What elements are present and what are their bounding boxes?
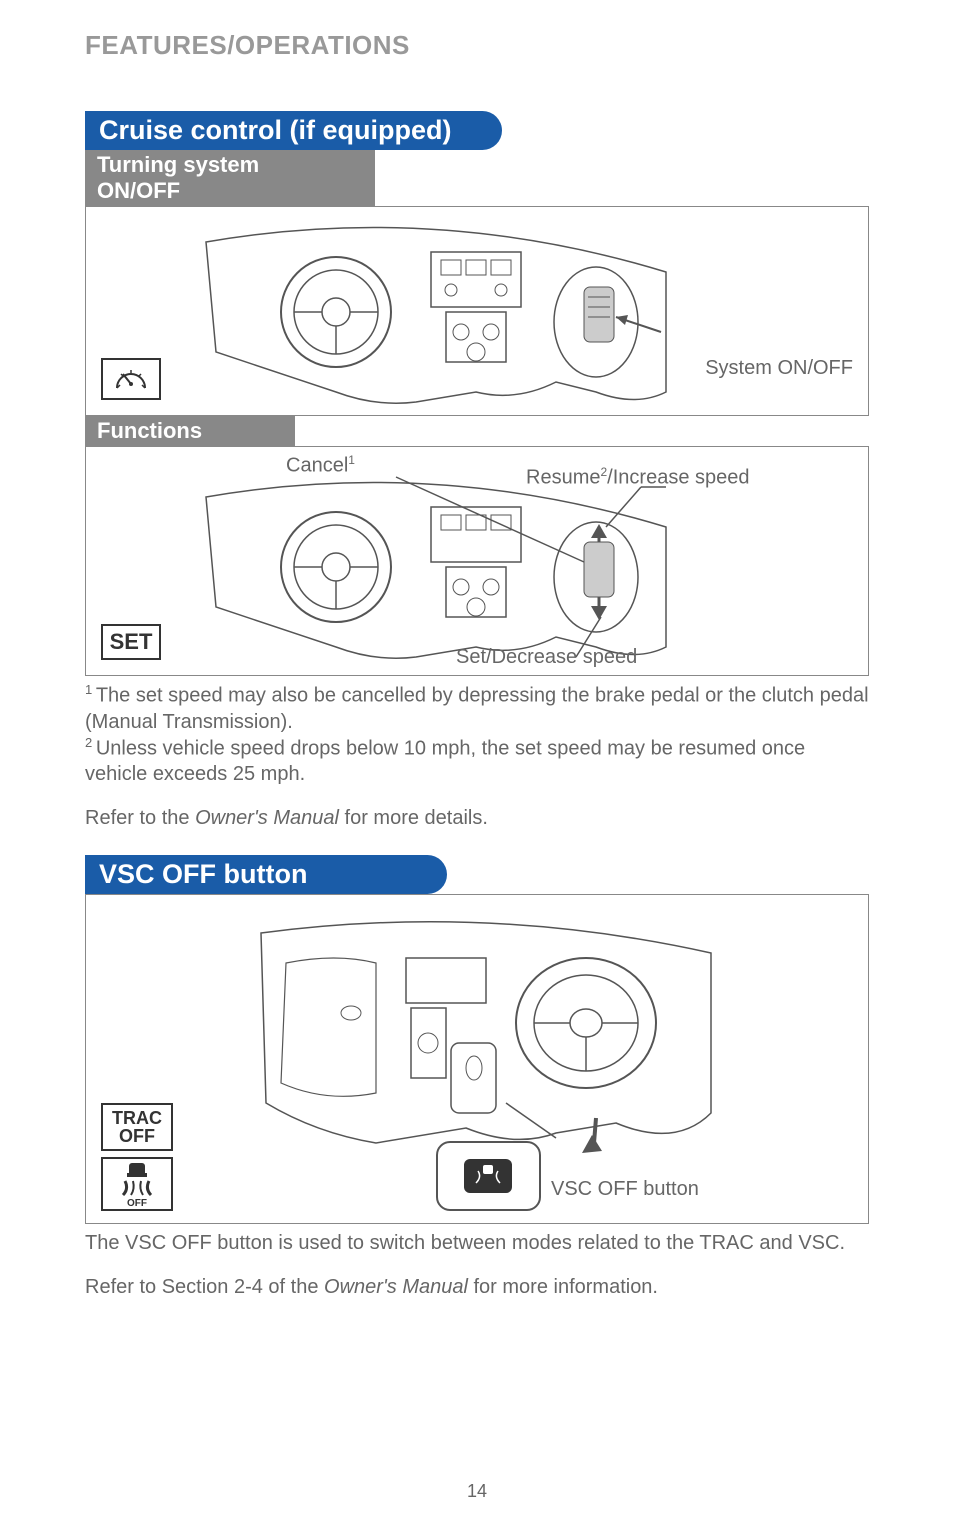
set-label: Set/Decrease speed	[456, 646, 637, 669]
vsc-off-small-text: OFF	[103, 1198, 171, 1209]
vsc-title-banner: VSC OFF button	[85, 855, 447, 894]
footnote-1: 1 The set speed may also be cancelled by…	[85, 682, 869, 735]
system-onoff-label: System ON/OFF	[705, 357, 853, 380]
interior-illustration	[256, 903, 716, 1153]
refer1-pre: Refer to the	[85, 807, 195, 829]
vsc-body-1: The VSC OFF button is used to switch bet…	[85, 1230, 869, 1256]
resume-text: Resume	[526, 467, 600, 489]
trac-off-indicator: TRAC OFF	[101, 1103, 173, 1151]
footnote-2-text: Unless vehicle speed drops below 10 mph,…	[85, 737, 805, 785]
cancel-label: Cancel1	[286, 453, 355, 478]
dashboard-illustration-2	[196, 462, 676, 667]
set-indicator-icon: SET	[101, 624, 161, 660]
vsc-button-inset	[436, 1141, 541, 1211]
footnote-1-text: The set speed may also be cancelled by d…	[85, 685, 869, 733]
page-number: 14	[0, 1481, 954, 1502]
trac-off-text: OFF	[103, 1127, 171, 1145]
refer-owners-manual-2: Refer to Section 2-4 of the Owner's Manu…	[85, 1274, 869, 1300]
trac-text: TRAC	[103, 1109, 171, 1127]
refer1-tail: for more details.	[339, 807, 488, 829]
vsc-slip-indicator: OFF	[101, 1157, 173, 1211]
cruise-indicator-icon	[101, 358, 161, 400]
cruise-section: Cruise control (if equipped) Turning sys…	[85, 111, 869, 831]
refer2-pre: Refer to Section 2-4 of the	[85, 1276, 324, 1298]
functions-diagram: SET	[85, 446, 869, 676]
functions-subheader: Functions	[85, 416, 295, 446]
page-header: FEATURES/OPERATIONS	[85, 30, 869, 61]
vsc-button-callout: VSC OFF button	[551, 1178, 699, 1201]
resume-tail: /Increase speed	[607, 467, 749, 489]
cancel-text: Cancel	[286, 455, 348, 477]
refer1-em: Owner's Manual	[195, 807, 339, 829]
vsc-diagram: TRAC OFF OFF	[85, 894, 869, 1224]
system-onoff-diagram: System ON/OFF	[85, 206, 869, 416]
turning-system-subheader: Turning system ON/OFF	[85, 150, 375, 206]
vsc-section: VSC OFF button TRAC OFF OFF	[85, 855, 869, 1300]
refer-owners-manual-1: Refer to the Owner's Manual for more det…	[85, 805, 869, 831]
refer2-tail: for more information.	[468, 1276, 658, 1298]
dashboard-illustration-1	[196, 212, 676, 407]
cruise-title-banner: Cruise control (if equipped)	[85, 111, 502, 150]
refer2-em: Owner's Manual	[324, 1276, 468, 1298]
resume-label: Resume2/Increase speed	[526, 465, 750, 490]
footnote-2: 2 Unless vehicle speed drops below 10 mp…	[85, 735, 869, 788]
